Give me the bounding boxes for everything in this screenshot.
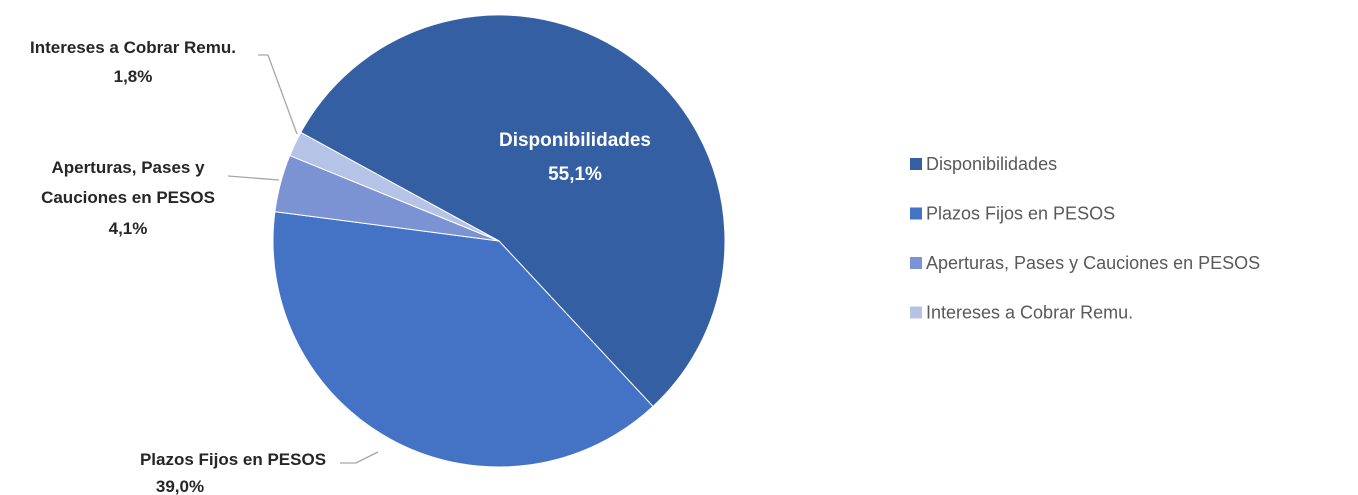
data-label-value: 39,0% xyxy=(155,477,205,495)
data-label-name: Plazos Fijos en PESOS xyxy=(139,450,327,469)
data-label-value: 4,1% xyxy=(108,219,148,238)
data-label-name: Intereses a Cobrar Remu. xyxy=(30,38,236,57)
legend-swatch xyxy=(910,257,922,269)
data-label-name: Aperturas, Pases y Cauciones en PESOS xyxy=(41,158,215,207)
pie-slice xyxy=(300,14,726,408)
legend-label: Intereses a Cobrar Remu. xyxy=(926,302,1133,322)
data-label-name: Disponibilidades xyxy=(498,130,652,151)
data-label-value: 1,8% xyxy=(113,67,153,86)
leader-line xyxy=(227,175,280,181)
leader-line xyxy=(340,451,379,464)
legend-label: Plazos Fijos en PESOS xyxy=(926,203,1115,223)
pie-slice xyxy=(289,131,500,242)
pie-slice xyxy=(272,211,654,468)
legend-swatch xyxy=(910,306,922,319)
legend-swatch xyxy=(910,158,922,170)
legend-swatch xyxy=(910,207,922,220)
legend-label: Aperturas, Pases y Cauciones en PESOS xyxy=(926,253,1260,273)
legend-label: Disponibilidades xyxy=(926,154,1057,174)
leader-line xyxy=(258,54,298,135)
data-label-value: 55,1% xyxy=(548,164,602,185)
